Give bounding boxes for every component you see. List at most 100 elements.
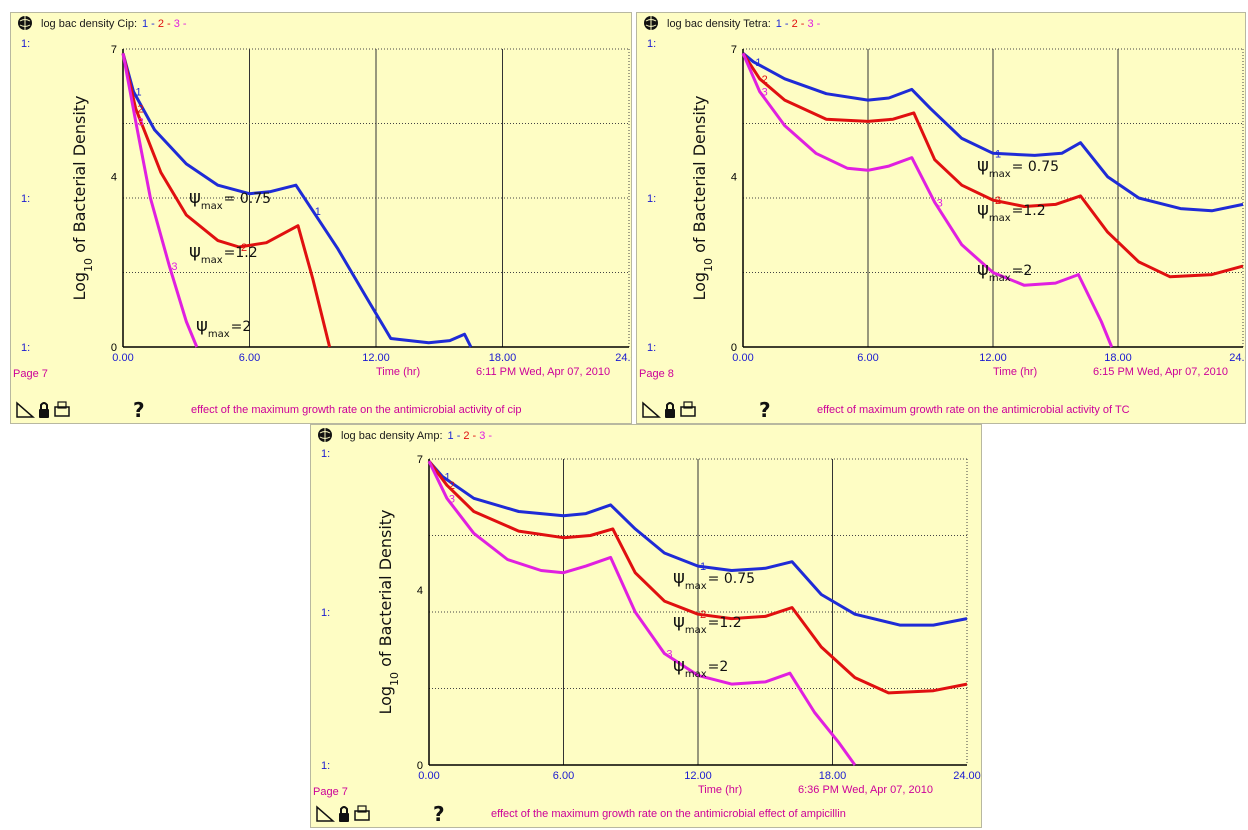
footer-toolbar: ? <box>316 802 445 826</box>
psi-value: = 0.75 <box>708 571 755 587</box>
chart-title: log bac density Amp: <box>341 430 443 442</box>
y-axis-marker: 1: <box>321 760 330 772</box>
psi-max-annotation: ψmax=1.2 <box>189 241 258 266</box>
grid <box>123 48 630 347</box>
psi-symbol: ψ <box>977 259 989 280</box>
psi-subscript: max <box>685 581 707 592</box>
psi-max-annotation: ψmax=2 <box>196 315 251 340</box>
x-axis-label: Time (hr) <box>993 366 1037 378</box>
y-axis-label-sub: 10 <box>702 258 715 272</box>
page-label: Page 8 <box>639 368 674 380</box>
series-line-1 <box>427 460 968 627</box>
psi-value: = 0.75 <box>224 191 271 207</box>
psi-max-annotation: ψmax=2 <box>673 655 728 680</box>
y-axis-marker: 1: <box>647 342 656 354</box>
series-mark-3: 3 - <box>174 18 187 30</box>
globe-icon-lines <box>19 16 31 30</box>
series-line-1 <box>121 52 473 348</box>
globe-icon[interactable] <box>644 16 658 30</box>
series-marker-2: 2 <box>138 104 144 116</box>
psi-value: =2 <box>1012 263 1033 279</box>
psi-value: =2 <box>708 659 729 675</box>
psi-value: =2 <box>231 319 252 335</box>
psi-max-annotation: ψmax=1.2 <box>673 611 742 636</box>
psi-value: = 0.75 <box>1012 159 1059 175</box>
x-tick-label: 18.00 <box>489 352 517 364</box>
y-axis-marker: 1: <box>321 607 330 619</box>
psi-symbol: ψ <box>977 199 989 220</box>
series-line-1 <box>742 52 1244 213</box>
series-marker-3: 3 <box>449 493 455 505</box>
y-tick-label: 7 <box>111 44 117 56</box>
series-marker-1: 1 <box>755 57 761 69</box>
help-icon[interactable]: ? <box>133 398 145 422</box>
help-icon[interactable]: ? <box>433 802 445 826</box>
lock-icon[interactable] <box>665 409 675 418</box>
footer-toolbar: ? <box>16 398 145 422</box>
lock-icon-shackle <box>340 806 348 813</box>
globe-icon-lines <box>319 428 331 442</box>
chart-title: log bac density Tetra: <box>667 18 771 30</box>
chart-svg-amp: log bac density Amp: 1 -2 -3 - 1: 1: 1: 0 4 7 0.… <box>313 428 981 826</box>
x-tick-label: 6.00 <box>857 352 878 364</box>
psi-subscript: max <box>989 273 1011 284</box>
caption: effect of the maximum growth rate on the… <box>191 404 522 416</box>
y-axis-marker: 1: <box>21 193 30 205</box>
psi-value: =1.2 <box>224 245 258 261</box>
lock-icon[interactable] <box>339 813 349 822</box>
chart-header: log bac density Tetra: 1 -2 -3 - <box>644 16 821 30</box>
chart-panel-cip: log bac density Cip: 1 -2 -3 - 1: 1: 1: 0 4 7 0.… <box>10 12 632 424</box>
help-icon[interactable]: ? <box>759 398 771 422</box>
printer-icon[interactable] <box>680 406 696 417</box>
pointer-icon[interactable] <box>642 401 661 418</box>
psi-symbol: ψ <box>673 611 685 632</box>
printer-icon[interactable] <box>354 810 370 821</box>
globe-icon[interactable] <box>318 428 332 442</box>
y-axis-label-sub: 10 <box>82 258 95 272</box>
lock-icon-shackle <box>666 402 674 409</box>
globe-icon[interactable] <box>18 16 32 30</box>
psi-symbol: ψ <box>673 567 685 588</box>
series-marker-2: 2 <box>762 74 768 86</box>
psi-symbol: ψ <box>977 155 989 176</box>
series-line-2 <box>121 52 332 348</box>
y-axis-marker: 1: <box>21 38 30 50</box>
printer-icon[interactable] <box>54 406 70 417</box>
timestamp: 6:36 PM Wed, Apr 07, 2010 <box>798 784 933 796</box>
chart-panel-amp: log bac density Amp: 1 -2 -3 - 1: 1: 1: 0 4 7 0.… <box>310 424 982 828</box>
x-tick-label: 24.00 <box>953 770 981 782</box>
psi-subscript: max <box>989 213 1011 224</box>
footer-toolbar: ? <box>642 398 771 422</box>
timestamp: 6:15 PM Wed, Apr 07, 2010 <box>1093 366 1228 378</box>
psi-subscript: max <box>685 625 707 636</box>
psi-value: =1.2 <box>708 615 742 631</box>
series-marker-3: 3 <box>171 261 177 273</box>
series-marker-2: 2 <box>241 242 247 254</box>
y-axis-marker: 1: <box>647 38 656 50</box>
y-axis-label-main: Log <box>70 272 89 301</box>
series-mark-2: 2 - <box>792 18 805 30</box>
y-tick-label: 7 <box>731 44 737 56</box>
pointer-icon[interactable] <box>316 805 335 822</box>
series-marker-1: 1 <box>995 148 1001 160</box>
series-marker-1: 1 <box>136 87 142 99</box>
lock-icon[interactable] <box>39 409 49 418</box>
x-tick-label: 6.00 <box>239 352 260 364</box>
series-marker-3: 3 <box>138 116 144 128</box>
y-axis-label: Log10 of Bacterial Density <box>376 509 401 714</box>
pointer-icon[interactable] <box>16 401 35 418</box>
psi-subscript: max <box>685 669 707 680</box>
y-tick-label: 0 <box>731 342 737 354</box>
chart-title: log bac density Cip: <box>41 18 137 30</box>
y-axis-label-rest: of Bacterial Density <box>376 509 395 671</box>
series-marker-3: 3 <box>666 649 672 661</box>
x-tick-label: 12.00 <box>979 352 1007 364</box>
series-marker-3: 3 <box>762 87 768 99</box>
y-axis-label-sub: 10 <box>388 672 401 686</box>
psi-subscript: max <box>208 329 230 340</box>
y-tick-label: 7 <box>417 454 423 466</box>
y-axis-label-rest: of Bacterial Density <box>70 95 89 257</box>
series-mark-2: 2 - <box>463 430 476 442</box>
globe-icon-lines <box>645 16 657 30</box>
psi-max-annotation: ψmax=2 <box>977 259 1032 284</box>
